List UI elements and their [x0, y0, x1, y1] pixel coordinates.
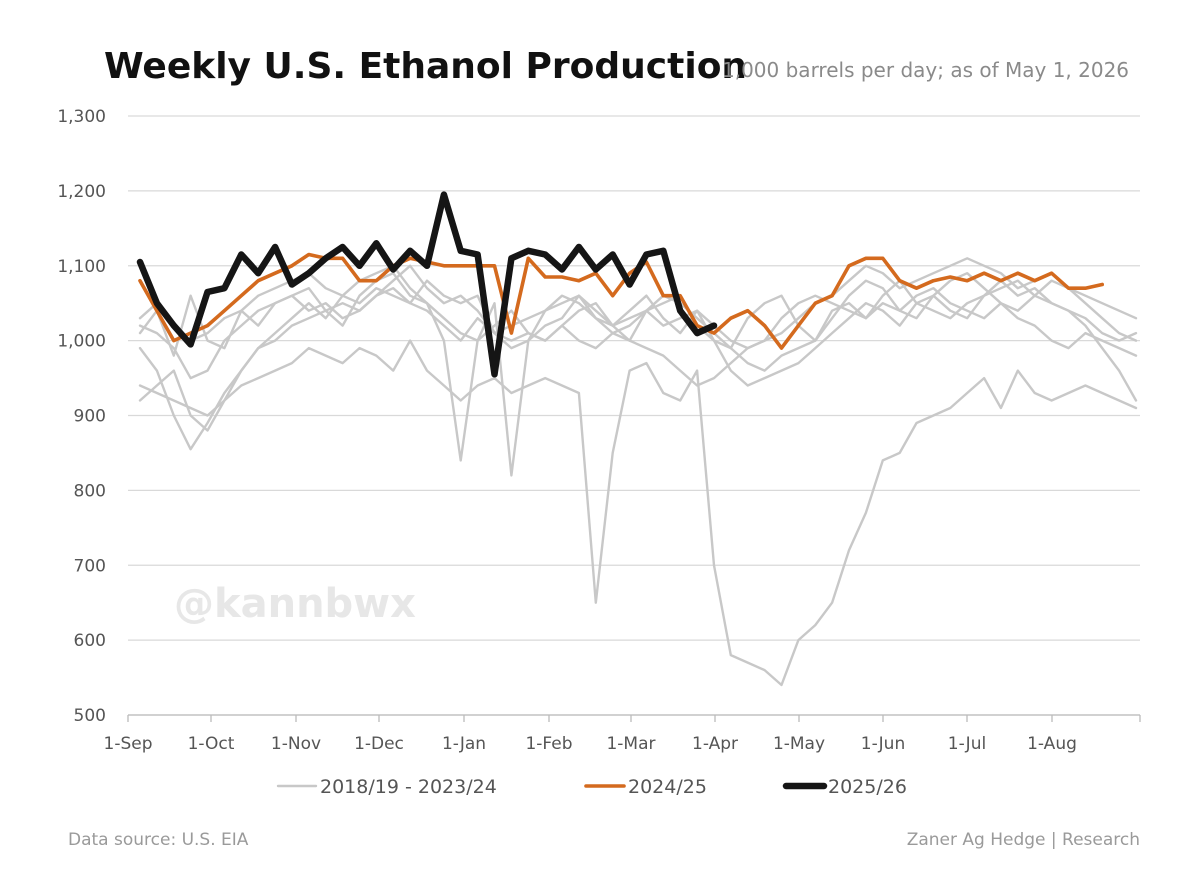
data-source-note: Data source: U.S. EIA: [68, 830, 249, 850]
y-tick-label: 1,100: [57, 257, 106, 277]
y-tick-label: 1,200: [57, 182, 106, 202]
x-tick-label: 1-Aug: [1027, 734, 1077, 754]
legend-label: 2024/25: [628, 776, 707, 798]
series-line-historical-2: [138, 279, 1138, 432]
x-tick-label: 1-Sep: [104, 734, 153, 754]
series-line-historical-0: [138, 264, 1138, 357]
y-tick-label: 1,300: [57, 107, 106, 127]
watermark: @kannbwx: [174, 581, 416, 627]
x-axis: 1-Sep 1-Oct 1-Nov 1-Dec 1-Jan 1-Feb 1-Mar 1-Apr…: [104, 714, 1141, 754]
series-lines: [136, 191, 1138, 687]
x-tick-label: 1-Jan: [442, 734, 486, 754]
series-line-historical-1: [138, 287, 1138, 451]
y-tick-label: 900: [74, 407, 106, 427]
x-tick-label: 1-Jun: [861, 734, 905, 754]
y-tick-label: 800: [74, 481, 106, 501]
y-axis-ticks: 500 600 700 800 900 1,000 1,100 1,200 1,300: [57, 107, 106, 726]
x-tick-label: 1-Mar: [606, 734, 655, 754]
x-tick-label: 1-Oct: [188, 734, 235, 754]
credit-note: Zaner Ag Hedge | Research: [907, 830, 1140, 850]
series-line-y2025: [136, 191, 718, 378]
y-tick-label: 500: [74, 706, 106, 726]
y-tick-label: 600: [74, 631, 106, 651]
chart-title: Weekly U.S. Ethanol Production: [104, 46, 747, 87]
chart-subtitle: 1,000 barrels per day; as of May 1, 2026: [722, 58, 1129, 82]
x-tick-label: 1-May: [773, 734, 825, 754]
x-tick-label: 1-Jul: [948, 734, 986, 754]
y-tick-label: 700: [74, 556, 106, 576]
x-tick-label: 1-Feb: [525, 734, 572, 754]
legend: 2018/19 - 2023/24 2024/25 2025/26: [276, 776, 907, 798]
y-tick-label: 1,000: [57, 332, 106, 352]
series-line-y2024: [138, 252, 1104, 350]
x-tick-label: 1-Dec: [354, 734, 404, 754]
series-line-historical-4: [138, 339, 1138, 687]
x-tick-label: 1-Apr: [692, 734, 738, 754]
gridlines: [128, 115, 1140, 716]
series-line-historical-3: [138, 272, 1138, 380]
legend-label: 2018/19 - 2023/24: [320, 776, 497, 798]
legend-label: 2025/26: [828, 776, 907, 798]
x-tick-label: 1-Nov: [271, 734, 321, 754]
